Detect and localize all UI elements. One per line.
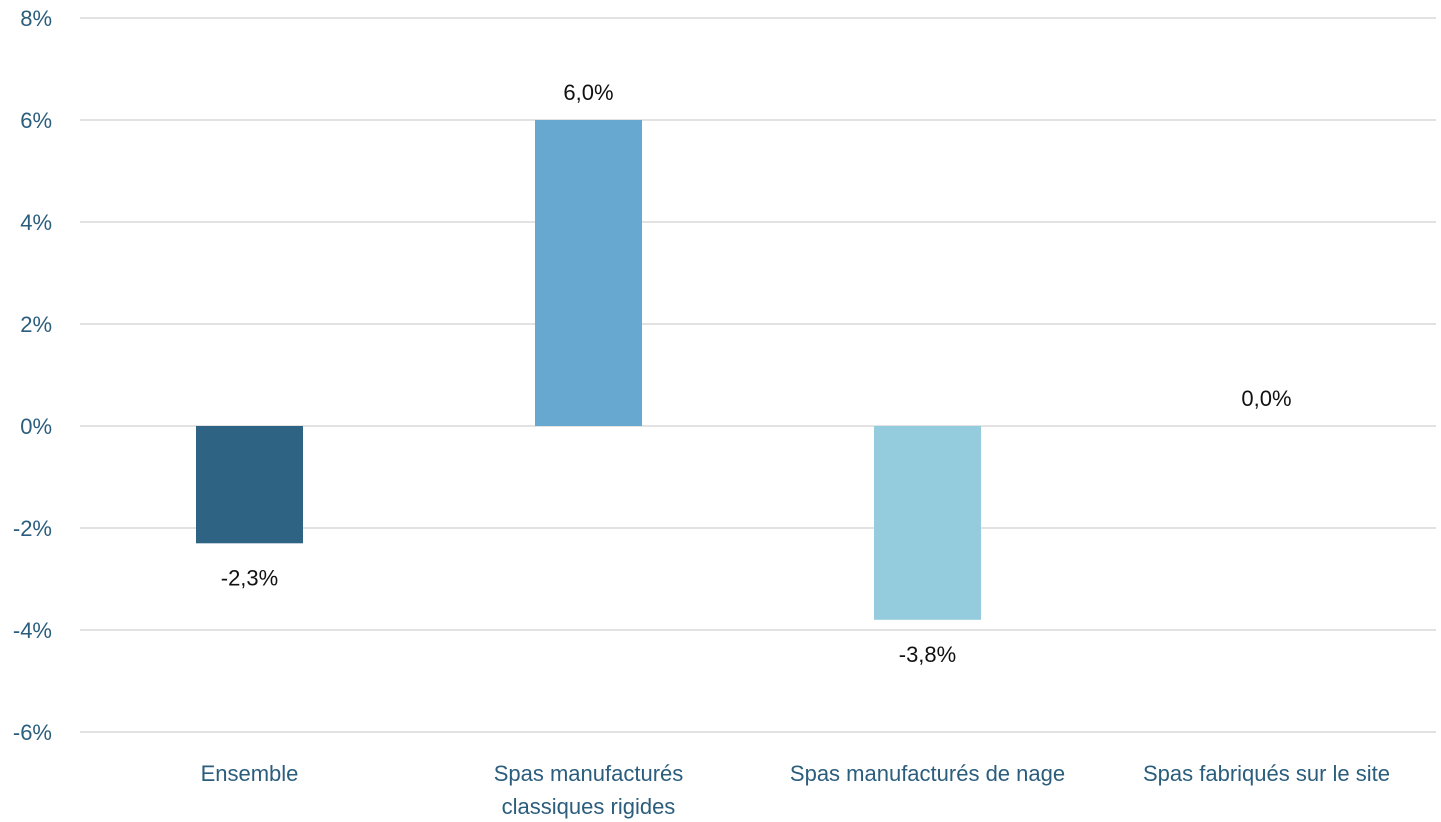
y-tick-label: 4% (20, 210, 52, 235)
bars (196, 120, 981, 620)
data-label: -3,8% (899, 642, 956, 667)
data-label: 0,0% (1241, 386, 1291, 411)
y-tick-label: -6% (13, 720, 52, 745)
category-label: Spas fabriqués sur le site (1143, 761, 1390, 786)
data-label: 6,0% (563, 80, 613, 105)
category-label: classiques rigides (502, 794, 676, 819)
category-label: Spas manufacturés de nage (790, 761, 1065, 786)
y-tick-label: 6% (20, 108, 52, 133)
data-labels: -2,3% 6,0% -3,8% 0,0% (221, 80, 1292, 667)
y-tick-label: 8% (20, 6, 52, 31)
data-label: -2,3% (221, 565, 278, 590)
x-axis-category-labels: Ensemble Spas manufacturés classiques rigi… (201, 761, 1390, 819)
bar (874, 426, 981, 620)
y-axis-tick-labels: 8% 6% 4% 2% 0% -2% -4% -6% (13, 6, 52, 745)
bar (535, 120, 642, 426)
y-tick-label: 0% (20, 414, 52, 439)
category-label: Spas manufacturés (494, 761, 684, 786)
y-tick-label: -2% (13, 516, 52, 541)
y-tick-label: -4% (13, 618, 52, 643)
category-label: Ensemble (201, 761, 299, 786)
gridlines (80, 17, 1436, 733)
bar (196, 426, 303, 544)
y-tick-label: 2% (20, 312, 52, 337)
